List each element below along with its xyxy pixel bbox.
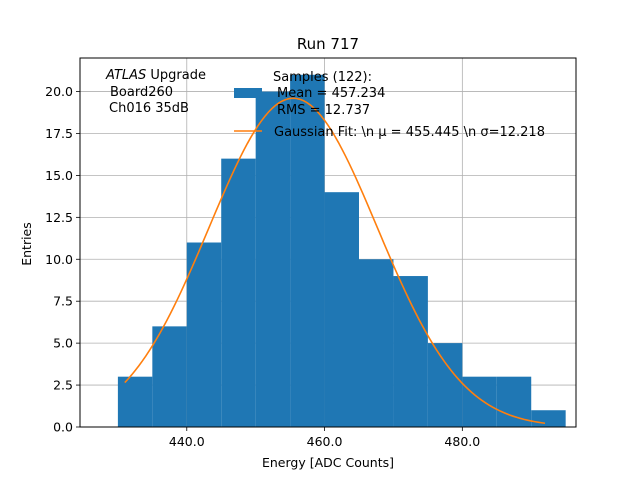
histogram-bar (117, 376, 153, 427)
legend: Samples (122): Mean = 457.234 RMS = 12.7… (234, 70, 545, 140)
legend-histogram-line-2: Mean = 457.234 (277, 86, 385, 101)
x-tick-label: 480.0 (444, 434, 480, 449)
y-tick-label: 7.5 (53, 294, 73, 309)
histogram-bar (496, 376, 532, 427)
x-axis-ticks: 440.0 460.0 480.0 (169, 427, 480, 449)
y-tick-label: 0.0 (53, 420, 73, 435)
y-tick-label: 5.0 (53, 336, 73, 351)
histogram-bar (393, 276, 428, 427)
y-tick-label: 2.5 (53, 378, 73, 393)
y-tick-label: 10.0 (45, 252, 73, 267)
y-axis-label: Entries (19, 222, 34, 266)
histogram-bar (359, 259, 394, 427)
x-axis-label: Energy [ADC Counts] (262, 455, 394, 470)
annotation-line-1: ATLAS Upgrade (105, 68, 206, 83)
y-tick-label: 12.5 (45, 210, 73, 225)
x-tick-label: 460.0 (307, 434, 343, 449)
histogram-bar (152, 326, 187, 427)
legend-histogram-line-3: RMS = 12.737 (277, 103, 370, 118)
annotation-line-2: Board260 (110, 85, 173, 100)
chart-title: Run 717 (297, 35, 359, 53)
histogram-bar (186, 242, 222, 427)
y-tick-label: 17.5 (45, 126, 73, 141)
annotation-line-3: Ch016 35dB (109, 101, 189, 116)
legend-histogram-line-1: Samples (122): (273, 70, 372, 85)
histogram-bar (290, 74, 325, 427)
annotation-line-1-rest: Upgrade (146, 68, 206, 83)
gaussian-fit-curve (124, 97, 546, 425)
histogram-bar (531, 410, 566, 427)
histogram-bars (117, 74, 566, 428)
legend-histogram-swatch (234, 88, 262, 98)
x-tick-label: 440.0 (169, 434, 205, 449)
histogram-bar (255, 91, 291, 427)
y-tick-label: 15.0 (45, 168, 73, 183)
atlas-annotation: ATLAS Upgrade Board260 Ch016 35dB (105, 68, 206, 116)
histogram-bar (324, 192, 359, 427)
histogram-bar (462, 376, 497, 427)
plot-frame (79, 57, 577, 428)
y-axis-ticks: 0.0 2.5 5.0 7.5 10.0 12.5 15.0 17.5 20.0 (45, 84, 80, 435)
plot-area (79, 57, 577, 428)
histogram-bar (221, 158, 256, 428)
y-tick-label: 20.0 (45, 84, 73, 99)
histogram-bar (427, 343, 463, 427)
atlas-word: ATLAS (105, 68, 146, 83)
legend-fit-label: Gaussian Fit: \n μ = 455.445 \n σ=12.218 (274, 125, 545, 140)
